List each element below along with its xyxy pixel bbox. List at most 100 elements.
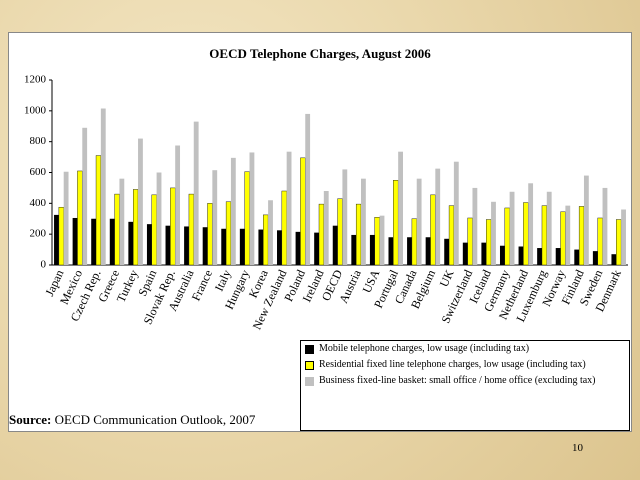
y-tick-label: 1000 bbox=[24, 104, 47, 116]
bar bbox=[411, 218, 417, 266]
y-tick-label: 600 bbox=[30, 166, 47, 178]
bar bbox=[555, 248, 561, 265]
bar bbox=[597, 217, 603, 266]
bar bbox=[472, 187, 478, 265]
bar bbox=[583, 175, 589, 265]
bar bbox=[318, 203, 325, 266]
bar bbox=[77, 170, 83, 266]
bar bbox=[295, 231, 301, 265]
chart-title: OECD Telephone Charges, August 2006 bbox=[209, 46, 431, 61]
legend: Mobile telephone charges, low usage (inc… bbox=[300, 340, 630, 431]
bar bbox=[355, 203, 362, 266]
bar bbox=[202, 227, 208, 265]
y-tick-label: 800 bbox=[30, 135, 47, 147]
bar bbox=[448, 205, 455, 266]
bar bbox=[138, 138, 143, 265]
legend-label: Residential fixed line telephone charges… bbox=[319, 359, 586, 370]
bar bbox=[509, 191, 515, 265]
bar bbox=[453, 161, 459, 265]
bar bbox=[374, 217, 380, 266]
bar bbox=[119, 178, 125, 265]
bar bbox=[249, 152, 255, 265]
legend-item: Business fixed-line basket: small office… bbox=[305, 375, 625, 387]
bar bbox=[146, 224, 152, 265]
bar bbox=[91, 218, 97, 265]
bar bbox=[592, 251, 598, 265]
bar bbox=[175, 145, 181, 265]
bar bbox=[407, 237, 412, 265]
bar bbox=[621, 209, 626, 265]
bar bbox=[114, 193, 120, 266]
bar bbox=[541, 205, 548, 266]
legend-item: Residential fixed line telephone charges… bbox=[305, 359, 625, 371]
bar bbox=[221, 228, 227, 265]
bar bbox=[337, 198, 343, 266]
bar bbox=[435, 168, 441, 265]
bar bbox=[504, 207, 510, 266]
bar bbox=[286, 151, 292, 265]
bar bbox=[212, 170, 218, 265]
y-tick-label: 1200 bbox=[24, 74, 47, 86]
bar bbox=[388, 237, 394, 265]
bar bbox=[467, 217, 473, 266]
bar bbox=[72, 217, 78, 265]
bar bbox=[491, 201, 496, 265]
bar bbox=[82, 127, 88, 266]
bar bbox=[263, 214, 269, 266]
page-number: 10 bbox=[572, 442, 583, 454]
bar bbox=[58, 206, 64, 266]
bar bbox=[416, 178, 422, 265]
bar bbox=[523, 202, 529, 266]
bar bbox=[578, 206, 585, 266]
bar bbox=[207, 203, 213, 266]
bar bbox=[546, 191, 552, 265]
bar bbox=[616, 219, 622, 266]
bar bbox=[184, 226, 189, 265]
y-tick-label: 0 bbox=[41, 259, 47, 271]
bar bbox=[611, 254, 617, 265]
y-tick-label: 400 bbox=[30, 197, 47, 209]
bar bbox=[128, 221, 134, 265]
bar bbox=[518, 246, 524, 265]
bar bbox=[499, 245, 505, 265]
source: Source: OECD Communication Outlook, 2007 bbox=[9, 412, 255, 428]
bar bbox=[165, 225, 171, 265]
bar bbox=[332, 225, 338, 265]
bar bbox=[63, 171, 69, 265]
legend-swatch bbox=[305, 345, 314, 354]
bar bbox=[393, 180, 399, 266]
bar bbox=[170, 187, 176, 266]
bar bbox=[109, 218, 115, 265]
legend-swatch bbox=[305, 361, 314, 370]
bar bbox=[462, 242, 468, 265]
bar bbox=[281, 190, 287, 266]
bar bbox=[300, 157, 306, 266]
bar bbox=[54, 214, 59, 265]
bar bbox=[305, 113, 311, 266]
bar bbox=[193, 121, 199, 265]
bar bbox=[258, 229, 264, 265]
bar bbox=[156, 172, 162, 265]
bar bbox=[369, 234, 375, 265]
legend-item: Mobile telephone charges, low usage (inc… bbox=[305, 343, 625, 355]
bar bbox=[398, 151, 403, 265]
bar bbox=[602, 187, 608, 265]
bar bbox=[444, 238, 450, 265]
bar bbox=[188, 193, 194, 266]
bar bbox=[351, 234, 357, 265]
legend-swatch bbox=[305, 377, 314, 386]
legend-label: Business fixed-line basket: small office… bbox=[319, 375, 596, 386]
legend-label: Mobile telephone charges, low usage (inc… bbox=[319, 343, 530, 354]
bar bbox=[528, 183, 534, 265]
bar bbox=[314, 232, 320, 265]
bar bbox=[342, 169, 348, 265]
bar bbox=[425, 237, 431, 265]
source-label: Source: bbox=[9, 412, 52, 427]
bar bbox=[95, 155, 102, 266]
bar bbox=[360, 178, 366, 265]
bar bbox=[277, 230, 282, 265]
bar bbox=[486, 219, 492, 266]
bar bbox=[151, 194, 157, 266]
